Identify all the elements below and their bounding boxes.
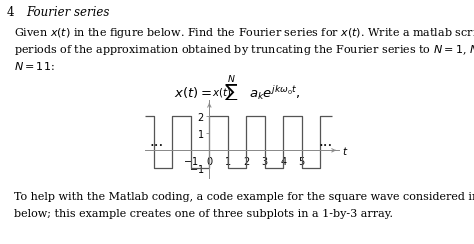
Text: periods of the approximation obtained by truncating the Fourier series to $N = 1: periods of the approximation obtained by… (14, 43, 474, 57)
Text: To help with the Matlab coding, a code example for the square wave considered in: To help with the Matlab coding, a code e… (14, 192, 474, 202)
Text: ...: ... (319, 135, 333, 149)
Text: $N = 11$:: $N = 11$: (14, 60, 55, 72)
Text: $x(t)$: $x(t)$ (211, 86, 231, 99)
Text: ...: ... (150, 135, 164, 149)
Text: below; this example creates one of three subplots in a 1-by-3 array.: below; this example creates one of three… (14, 209, 393, 219)
Text: Given $x(t)$ in the figure below. Find the Fourier series for $x(t)$. Write a ma: Given $x(t)$ in the figure below. Find t… (14, 26, 474, 40)
Text: $t$: $t$ (342, 145, 348, 157)
Text: $x(t) = \sum_{k=-N}^{N} a_k e^{jk\omega_0 t},$: $x(t) = \sum_{k=-N}^{N} a_k e^{jk\omega_… (173, 73, 301, 114)
Text: Fourier series: Fourier series (26, 6, 109, 19)
Text: 4: 4 (7, 6, 15, 19)
